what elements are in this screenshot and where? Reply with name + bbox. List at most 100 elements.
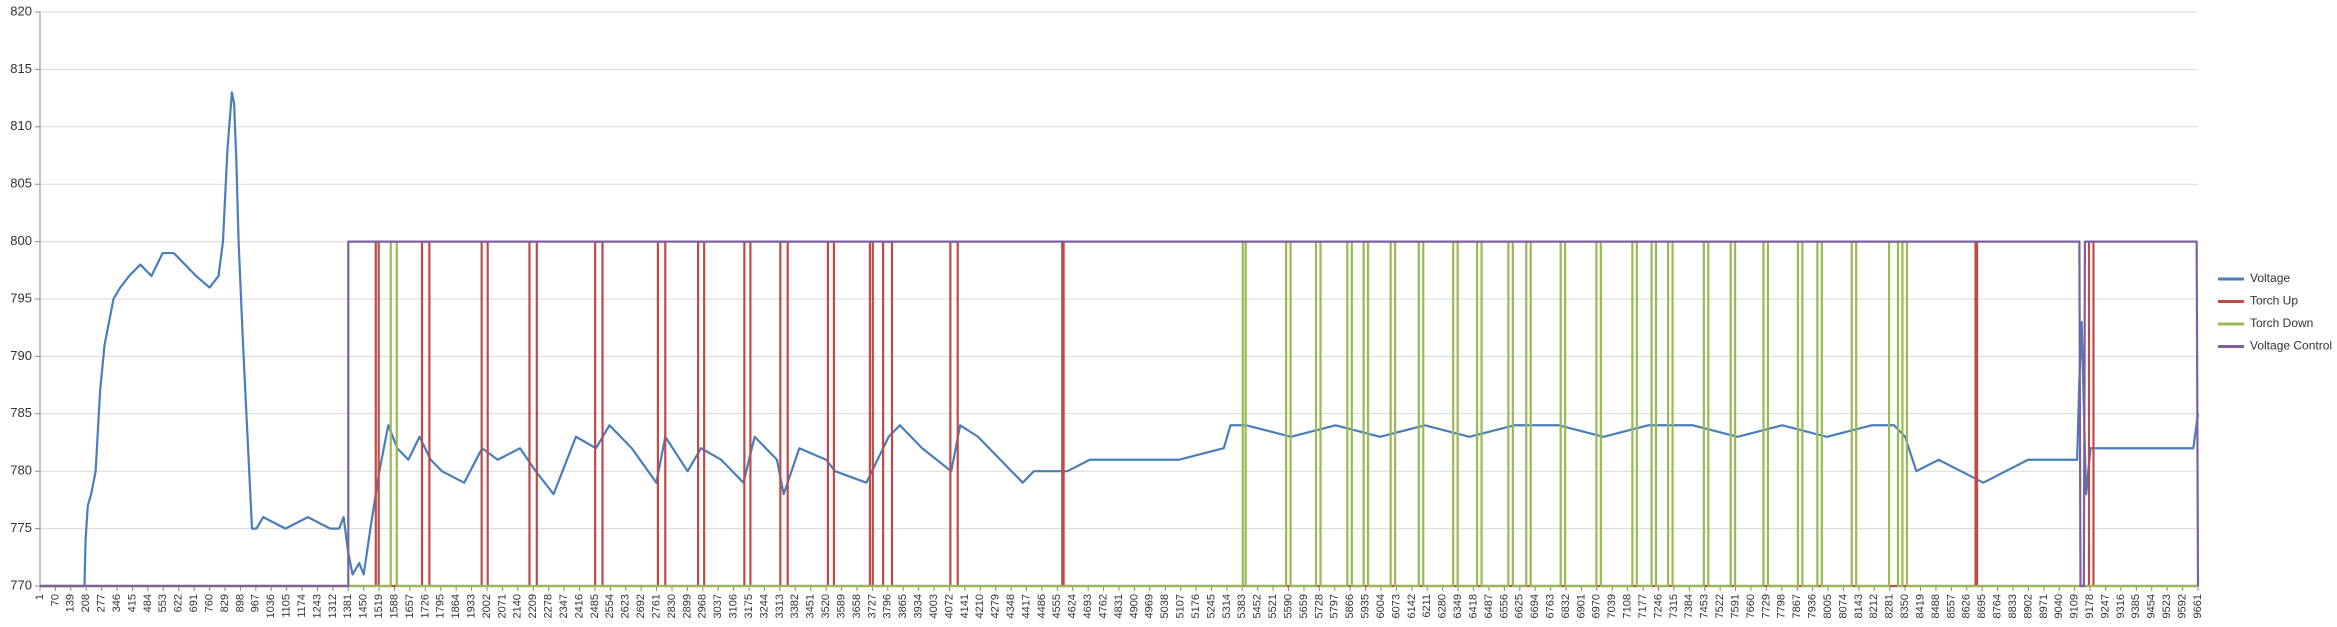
x-tick-label: 2830 [666, 594, 678, 618]
x-tick-label: 2416 [573, 594, 585, 618]
x-tick-label: 1381 [342, 594, 354, 618]
x-tick-label: 3727 [866, 594, 878, 618]
x-tick-label: 7798 [1776, 594, 1788, 618]
x-tick-label: 7522 [1714, 594, 1726, 618]
x-tick-label: 4072 [943, 594, 955, 618]
x-tick-label: 7108 [1622, 594, 1634, 618]
y-tick-label: 795 [10, 290, 32, 305]
x-tick-label: 2623 [620, 594, 632, 618]
x-tick-label: 4624 [1067, 594, 1079, 618]
x-tick-label: 2968 [697, 594, 709, 618]
series-line [40, 91, 2200, 588]
x-tick-label: 8695 [1976, 594, 1988, 618]
x-tick-label: 3865 [897, 594, 909, 618]
x-tick-label: 4762 [1097, 594, 1109, 618]
x-tick-label: 8557 [1945, 594, 1957, 618]
x-tick-label: 6832 [1560, 594, 1572, 618]
y-tick-label: 800 [10, 233, 32, 248]
x-tick-label: 1243 [311, 594, 323, 618]
x-tick-label: 5659 [1298, 594, 1310, 618]
x-tick-label: 3382 [789, 594, 801, 618]
x-tick-label: 4486 [1036, 594, 1048, 618]
x-tick-label: 4348 [1005, 594, 1017, 618]
y-tick-label: 805 [10, 176, 32, 191]
x-tick-label: 7591 [1729, 594, 1741, 618]
y-tick-label: 775 [10, 520, 32, 535]
x-tick-label: 1312 [327, 594, 339, 618]
x-tick-label: 9661 [2192, 594, 2204, 618]
x-tick-label: 4141 [959, 594, 971, 618]
x-tick-label: 6694 [1529, 594, 1541, 618]
x-tick-label: 9040 [2053, 594, 2065, 618]
x-tick-label: 1795 [435, 594, 447, 618]
x-tick-label: 2761 [650, 594, 662, 618]
x-tick-label: 967 [250, 594, 262, 612]
x-tick-label: 5038 [1159, 594, 1171, 618]
x-tick-label: 4210 [974, 594, 986, 618]
x-tick-label: 7246 [1652, 594, 1664, 618]
x-tick-label: 7384 [1683, 594, 1695, 618]
x-tick-label: 6901 [1575, 594, 1587, 618]
y-tick-label: 785 [10, 405, 32, 420]
x-tick-label: 7867 [1791, 594, 1803, 618]
x-tick-label: 2140 [512, 594, 524, 618]
x-tick-label: 2278 [543, 594, 555, 618]
x-tick-label: 829 [219, 594, 231, 612]
x-tick-label: 3313 [774, 594, 786, 618]
x-tick-label: 760 [203, 594, 215, 612]
x-tick-label: 3934 [913, 594, 925, 618]
x-tick-label: 7936 [1807, 594, 1819, 618]
x-tick-label: 277 [96, 594, 108, 612]
x-tick-label: 1174 [296, 594, 308, 618]
x-tick-label: 5935 [1360, 594, 1372, 618]
x-tick-label: 1864 [450, 594, 462, 618]
x-tick-label: 1105 [281, 594, 293, 618]
x-tick-label: 3175 [743, 594, 755, 618]
x-tick-label: 1657 [404, 594, 416, 618]
x-tick-label: 9385 [2130, 594, 2142, 618]
x-tick-label: 9316 [2115, 594, 2127, 618]
x-tick-label: 1519 [373, 594, 385, 618]
x-tick-label: 9178 [2084, 594, 2096, 618]
x-tick-label: 208 [80, 594, 92, 612]
legend-label: Torch Up [2250, 294, 2298, 308]
x-tick-label: 2692 [635, 594, 647, 618]
x-tick-label: 6763 [1545, 594, 1557, 618]
series-line [40, 240, 2200, 588]
x-tick-label: 9592 [2176, 594, 2188, 618]
x-tick-label: 2209 [527, 594, 539, 618]
x-tick-label: 9109 [2069, 594, 2081, 618]
x-tick-label: 6625 [1514, 594, 1526, 618]
x-tick-label: 9247 [2099, 594, 2111, 618]
x-tick-label: 6073 [1390, 594, 1402, 618]
x-tick-label: 553 [157, 594, 169, 612]
x-tick-label: 7177 [1637, 594, 1649, 618]
x-tick-label: 2071 [496, 594, 508, 618]
x-tick-label: 2899 [681, 594, 693, 618]
x-tick-label: 4555 [1051, 594, 1063, 618]
x-tick-label: 70 [49, 594, 61, 606]
legend-label: Torch Down [2250, 316, 2313, 330]
x-tick-label: 3658 [851, 594, 863, 618]
x-tick-label: 9454 [2146, 594, 2158, 618]
x-tick-label: 6418 [1467, 594, 1479, 618]
x-tick-label: 1933 [466, 594, 478, 618]
x-tick-label: 8212 [1868, 594, 1880, 618]
x-tick-label: 7453 [1699, 594, 1711, 618]
x-tick-label: 1726 [419, 594, 431, 618]
x-tick-label: 6211 [1421, 594, 1433, 618]
x-tick-label: 5728 [1313, 594, 1325, 618]
x-tick-label: 6970 [1591, 594, 1603, 618]
x-tick-label: 8764 [1992, 594, 2004, 618]
x-tick-label: 6004 [1375, 594, 1387, 618]
x-tick-label: 346 [111, 594, 123, 612]
x-tick-label: 3244 [758, 594, 770, 618]
x-tick-label: 6349 [1452, 594, 1464, 618]
x-tick-label: 139 [65, 594, 77, 612]
legend-label: Voltage [2250, 271, 2290, 285]
x-tick-label: 3451 [805, 594, 817, 618]
x-tick-label: 7315 [1668, 594, 1680, 618]
y-tick-label: 815 [10, 61, 32, 76]
x-tick-label: 4831 [1113, 594, 1125, 618]
